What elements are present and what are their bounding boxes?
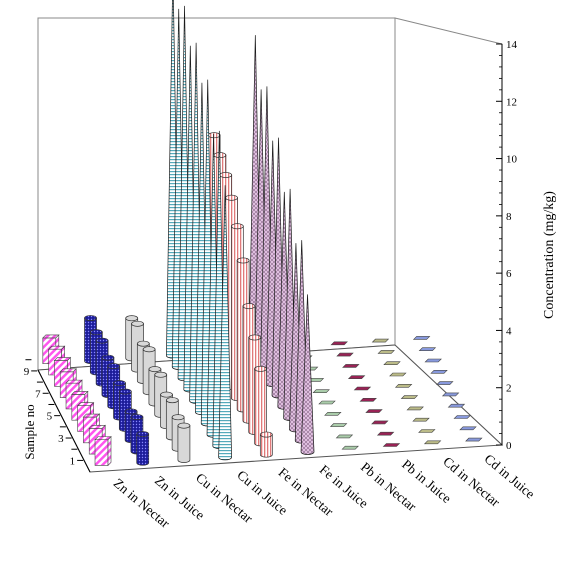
bar <box>441 392 460 397</box>
z-tick-label: 0 <box>506 440 512 452</box>
bar <box>341 445 359 450</box>
bar <box>177 422 191 463</box>
z-axis: 0 2 4 6 8 10 12 14 <box>496 39 518 452</box>
bar <box>447 403 466 408</box>
bar <box>436 381 454 385</box>
y-tick-label: 3 <box>58 433 64 445</box>
bar <box>336 352 354 357</box>
z-tick-label: 8 <box>506 211 512 223</box>
bar <box>423 440 442 445</box>
z-tick-label: 6 <box>506 268 512 280</box>
z-tick-label: 12 <box>506 96 517 108</box>
bar <box>318 400 336 405</box>
bar <box>329 423 348 427</box>
bar <box>400 395 419 399</box>
bar <box>136 431 150 466</box>
bar <box>300 294 315 455</box>
y-tick-label: 5 <box>47 411 53 423</box>
z-tick-label: 2 <box>506 383 512 395</box>
bar <box>353 386 372 391</box>
bar <box>418 347 437 352</box>
bar <box>359 398 377 402</box>
bar <box>94 435 112 467</box>
bar <box>342 364 360 368</box>
bar <box>376 431 395 436</box>
bar <box>365 409 383 413</box>
bar <box>412 417 430 422</box>
bars <box>42 0 483 467</box>
bar <box>371 420 389 425</box>
bar <box>347 375 366 380</box>
bar <box>465 437 483 442</box>
z-tick-label: 14 <box>506 39 518 51</box>
y-axis-label: Sample no <box>22 404 37 459</box>
bar <box>389 372 407 377</box>
bar <box>324 412 342 416</box>
bar <box>430 370 448 374</box>
y-tick-label: 1 <box>70 455 76 467</box>
y-axis-line <box>37 369 91 473</box>
bar <box>459 426 477 431</box>
bar <box>418 429 436 433</box>
bar <box>453 415 471 419</box>
bar <box>218 185 232 461</box>
bar <box>335 434 354 439</box>
y-tick-label: 9 <box>24 366 30 378</box>
bar <box>424 358 442 363</box>
bar <box>312 389 330 394</box>
z-tick-label: 10 <box>506 154 518 166</box>
bar <box>406 406 424 411</box>
bar <box>377 350 395 354</box>
bar <box>330 341 348 346</box>
bar <box>382 443 401 447</box>
bar <box>412 336 431 340</box>
z-axis-label: Concentration (mg/kg) <box>542 191 557 319</box>
y-tick-label: 7 <box>35 388 41 400</box>
bar <box>259 431 273 458</box>
bar <box>383 361 401 366</box>
bar <box>394 384 413 388</box>
bar <box>371 338 390 343</box>
z-tick-label: 4 <box>506 325 512 337</box>
